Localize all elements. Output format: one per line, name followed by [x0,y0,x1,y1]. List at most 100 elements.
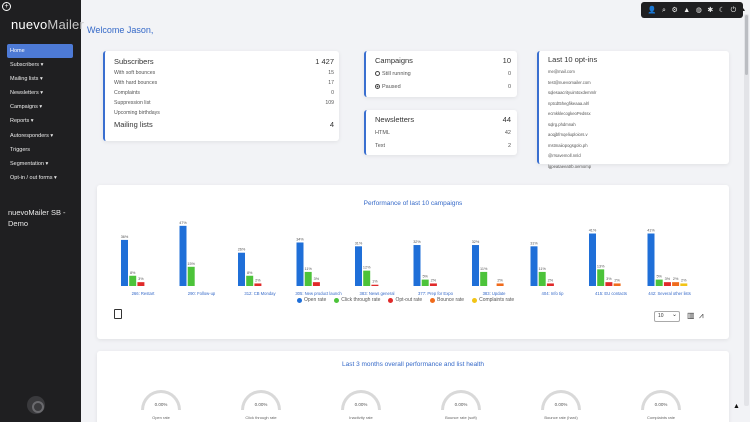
settings-icon[interactable]: ✱ [707,6,714,14]
pdf-export-icon[interactable] [114,309,122,319]
optin-item[interactable]: @rrsavemoll.nnld [548,153,581,158]
gear-icon[interactable]: ⚙ [671,6,678,14]
app-logo[interactable]: nuevoMailer [11,17,85,32]
optin-item[interactable]: ecmkklecogkeoPedssx [548,111,591,116]
back-to-top-icon[interactable]: ▲ [733,403,740,410]
subscribers-total-row[interactable]: Subscribers 1 427 [114,55,334,68]
welcome-message: Welcome Jason, [87,25,154,35]
bar-bounce-rate[interactable] [672,282,680,286]
category-label[interactable]: 305: New product launch [295,291,342,296]
category-label[interactable]: 383: Update [483,291,506,296]
category-label[interactable]: 290: Follow-up [188,291,216,296]
sidebar-item-mailing-lists[interactable]: Mailing lists ▾ [10,76,43,83]
bar-click-through-rate[interactable] [597,269,605,286]
sidebar-item-autoresponders[interactable]: Autoresponders ▾ [10,132,54,139]
bar-click-through-rate[interactable] [480,271,488,286]
paused-row[interactable]: Paused 0 [375,80,511,93]
category-label[interactable]: 404: Info tip [542,291,565,296]
bar-open-rate[interactable] [179,225,187,286]
bar-bounce-rate[interactable] [496,283,504,286]
bar-opt-out-rate[interactable] [312,282,320,286]
category-label[interactable]: 383: News general [360,291,395,296]
bar-open-rate[interactable] [472,245,479,286]
scrollbar[interactable] [744,14,749,406]
bar-click-through-rate[interactable] [538,271,546,286]
bar-chart-icon[interactable]: ▥ [687,311,695,320]
campaigns-total-row[interactable]: Campaigns 10 [375,54,511,67]
bar-open-rate[interactable] [296,242,304,286]
bar-click-through-rate[interactable] [246,275,254,286]
text-row[interactable]: Text 2 [375,139,511,152]
suppression-row[interactable]: Suppression list 109 [114,98,334,108]
bar-opt-out-rate[interactable] [605,282,613,286]
optin-item[interactable]: nptcdt5hegfikeaaa.alrl [548,100,589,106]
still-running-row[interactable]: Still running 0 [375,67,511,80]
bar-opt-out-rate[interactable] [254,283,262,286]
optin-item[interactable]: me@mail.com [548,69,575,74]
bar-opt-out-rate[interactable] [429,283,437,286]
category-label[interactable]: 442: Several other lists [648,291,691,296]
bar-complaints-rate[interactable] [680,283,688,286]
bar-open-rate[interactable] [413,245,421,286]
sidebar-item-triggers[interactable]: Triggers [10,146,30,153]
legend-item-click-rate[interactable]: Click through rate [334,297,380,303]
category-label[interactable]: 266: Restart [132,291,156,296]
scroll-up-icon[interactable]: ▲ [741,7,746,13]
legend-item-complaints-rate[interactable]: Complaints rate [472,297,514,303]
sidebar-item-subscribers[interactable]: Subscribers ▾ [10,62,44,69]
category-label[interactable]: 312: CB Monday [244,291,276,296]
bar-click-through-rate[interactable] [187,266,195,286]
sidebar-item-newsletters[interactable]: Newsletters ▾ [10,90,44,97]
toggle-sidebar-icon[interactable]: + [2,2,11,11]
complaints-row[interactable]: Complaints 0 [114,88,334,98]
bar-click-through-rate[interactable] [304,271,312,286]
bar-opt-out-rate[interactable] [546,283,554,286]
bar-click-through-rate[interactable] [129,275,137,286]
sidebar-item-home[interactable]: Home [7,44,73,59]
optin-item[interactable]: sqlesaacrityuimtoxdemmlr [548,90,597,95]
moon-icon[interactable]: ☾ [718,6,726,14]
bar-opt-out-rate[interactable] [137,282,145,286]
bar-click-through-rate[interactable] [655,279,663,286]
sidebar-item-optin-forms[interactable]: Opt-in / out forms ▾ [10,174,57,181]
suppression-label: Suppression list [114,100,151,106]
optin-item[interactable]: test@nuevomailer.com [548,79,591,85]
soft-bounces-row[interactable]: With soft bounces 15 [114,68,334,78]
line-chart-icon[interactable]: ⩘ [699,311,704,320]
optin-item[interactable]: sqlrg.phdmnah [548,121,576,127]
optin-item[interactable]: lgpeataeeatrb.oemomp [548,163,592,169]
bar-open-rate[interactable] [530,246,538,286]
newsletters-total-row[interactable]: Newsletters 44 [375,113,511,126]
html-row[interactable]: HTML 42 [375,126,511,139]
bar-click-through-rate[interactable] [421,279,429,286]
bar-click-through-rate[interactable] [363,270,371,286]
graduation-icon[interactable]: ▲ [683,6,691,14]
sidebar-item-campaigns[interactable]: Campaigns ▾ [10,104,43,111]
bar-opt-out-rate[interactable] [663,282,671,286]
add-user-icon[interactable]: 👤 [647,6,657,14]
mailing-lists-row[interactable]: Mailing lists 4 [114,118,334,131]
bar-open-rate[interactable] [121,239,128,286]
power-icon[interactable]: ⏻ [730,6,737,14]
search-icon[interactable]: ⌕ [662,6,666,14]
birthdays-row[interactable]: Upcoming birthdays [114,108,334,118]
globe-icon[interactable]: ◍ [695,6,702,14]
bar-open-rate[interactable] [647,233,655,286]
scrollbar-thumb[interactable] [745,15,748,75]
bar-open-rate[interactable] [238,252,245,286]
bar-open-rate[interactable] [589,233,596,286]
hard-bounces-row[interactable]: With hard bounces 17 [114,78,334,88]
campaign-count-select[interactable]: 10 [654,311,680,322]
bar-bounce-rate[interactable] [613,283,621,286]
sidebar-item-reports[interactable]: Reports ▾ [10,118,34,125]
sidebar-item-segmentation[interactable]: Segmentation ▾ [10,160,49,167]
category-label[interactable]: 415: EU contacts [595,291,627,296]
legend-item-open-rate[interactable]: Open rate [297,297,326,303]
legend-item-bounce-rate[interactable]: Bounce rate [430,297,464,303]
legend-item-optout-rate[interactable]: Opt-out rate [388,297,422,303]
category-label[interactable]: 377: Prep for Expo [418,291,454,296]
bar-open-rate[interactable] [355,246,362,286]
bar-opt-out-rate[interactable] [371,284,379,286]
optin-item[interactable]: aoqjbfrnqeliuploiors.v [548,132,588,137]
optin-item[interactable]: mstmaiiopogsgolo.ph [548,142,588,148]
